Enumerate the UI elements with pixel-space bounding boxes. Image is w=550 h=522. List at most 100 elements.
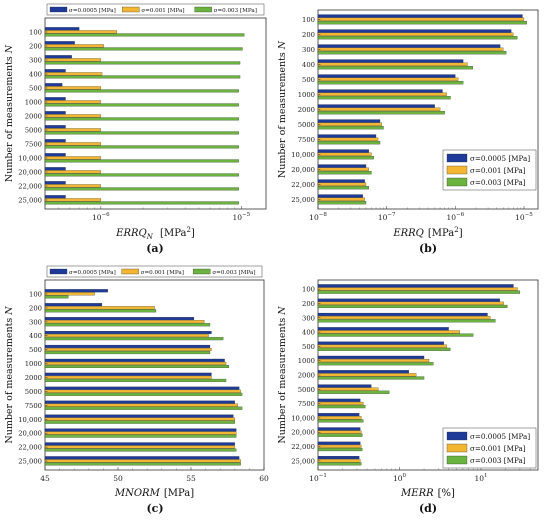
x-tick-label: 10−7 xyxy=(378,212,396,222)
bar xyxy=(317,398,361,402)
bar xyxy=(317,427,361,431)
bar xyxy=(44,41,75,45)
bar xyxy=(44,103,239,107)
legend-label: σ=0.001 [MPa] xyxy=(470,166,526,175)
bar xyxy=(44,378,227,382)
bar xyxy=(317,74,456,78)
x-tick-label: 10−8 xyxy=(309,212,327,222)
bar xyxy=(44,417,235,421)
legend-box xyxy=(46,265,263,278)
bar xyxy=(44,167,66,171)
bar xyxy=(44,97,66,101)
y-tick-label: 300 xyxy=(29,318,42,326)
bar xyxy=(44,125,66,129)
legend-label: σ=0.0005 [MPa] xyxy=(69,270,116,276)
bar xyxy=(44,434,237,438)
bar xyxy=(44,86,101,90)
bar xyxy=(44,392,243,396)
bar xyxy=(317,413,360,417)
bar xyxy=(317,21,527,25)
bar xyxy=(44,61,241,65)
bar xyxy=(317,298,500,302)
bar xyxy=(317,390,390,394)
x-tick-label: 10−5 xyxy=(515,212,533,222)
y-tick-label: 500 xyxy=(29,85,42,93)
legend-label: σ=0.003 [MPa] xyxy=(214,8,257,14)
y-tick-label: 500 xyxy=(29,346,42,354)
bar xyxy=(44,358,225,362)
bar xyxy=(317,344,447,348)
bar xyxy=(44,428,237,432)
bar xyxy=(44,445,235,449)
bar xyxy=(317,51,507,55)
legend-swatch xyxy=(194,6,212,13)
bar xyxy=(44,389,241,393)
y-tick-label: 10,000 xyxy=(291,414,315,422)
bar xyxy=(317,179,365,183)
legend-label: σ=0.003 [MPa] xyxy=(470,178,526,187)
x-tick-label: 10−5 xyxy=(232,212,250,222)
bar xyxy=(44,181,66,185)
bar xyxy=(317,330,460,334)
bar xyxy=(44,83,63,87)
y-tick-label: 10,000 xyxy=(18,416,42,424)
bar xyxy=(317,419,364,423)
y-tick-label: 400 xyxy=(302,329,315,337)
bar xyxy=(317,370,409,374)
bar xyxy=(44,295,69,299)
bar xyxy=(317,164,367,168)
y-tick-label: 10,000 xyxy=(291,151,315,159)
bar xyxy=(44,153,66,157)
x-tick-label: 60 xyxy=(259,474,269,483)
x-axis-label: MNORM [MPa] xyxy=(114,488,194,499)
bar xyxy=(44,347,212,352)
x-axis-label: ERRQ [MPa2] xyxy=(392,226,462,239)
x-tick-label: 10−6 xyxy=(92,212,110,222)
bar xyxy=(44,364,230,368)
bar xyxy=(44,131,239,135)
bar xyxy=(44,58,101,62)
y-tick-label: 100 xyxy=(29,290,42,298)
y-tick-label: 300 xyxy=(302,314,315,322)
bar xyxy=(44,344,211,348)
bar xyxy=(317,149,369,153)
bar xyxy=(317,447,363,452)
bar xyxy=(44,117,239,121)
panel-c: 100 200 300 400 500 1000 2000 5000 7500 10,000 20,… xyxy=(4,265,269,515)
bar xyxy=(317,459,361,463)
bar xyxy=(317,14,523,18)
bar xyxy=(44,334,209,338)
bar xyxy=(44,320,205,324)
y-axis-label: Number of measurements N xyxy=(277,306,288,444)
legend-label: σ=0.001 [MPa] xyxy=(141,270,184,276)
bar xyxy=(317,186,369,190)
bar xyxy=(317,384,372,388)
bar xyxy=(44,303,103,307)
bar xyxy=(317,316,491,320)
y-tick-label: 500 xyxy=(302,343,315,351)
legend-label: σ=0.001 [MPa] xyxy=(470,444,526,453)
bar xyxy=(317,347,451,351)
legend-swatch xyxy=(446,443,468,453)
y-tick-label: 200 xyxy=(302,31,315,39)
bar xyxy=(317,430,362,434)
bar xyxy=(317,319,496,323)
panel-caption: (a) xyxy=(146,242,164,255)
bar xyxy=(44,459,241,463)
y-tick-label: 5000 xyxy=(25,388,42,396)
bar xyxy=(317,304,508,309)
bar xyxy=(44,361,227,365)
y-tick-label: 2000 xyxy=(298,106,315,114)
panel-caption: (c) xyxy=(146,502,163,515)
bar xyxy=(44,159,239,163)
legend-label: σ=0.0005 [MPa] xyxy=(470,432,530,441)
y-tick-label: 7500 xyxy=(298,136,315,144)
legend-swatch xyxy=(121,268,139,275)
y-tick-label: 5000 xyxy=(25,127,42,135)
y-tick-label: 1000 xyxy=(298,91,315,99)
bar xyxy=(317,373,417,377)
y-tick-label: 400 xyxy=(29,332,42,340)
bar xyxy=(317,29,512,33)
bar xyxy=(317,301,504,305)
bar xyxy=(44,448,237,452)
